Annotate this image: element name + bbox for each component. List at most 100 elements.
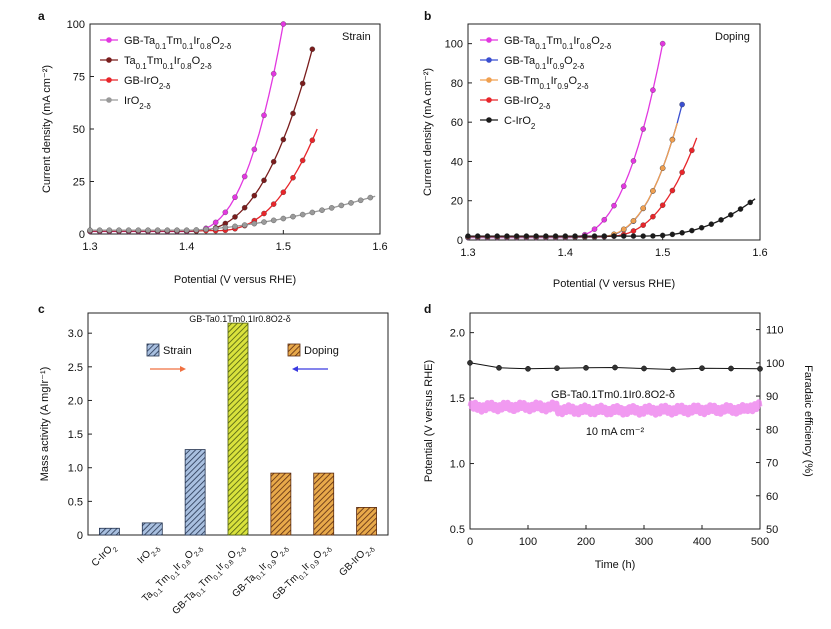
data-point [689,227,695,234]
data-point [620,226,627,233]
data-point [679,169,685,176]
panel-c-y-ticks: 0 0.5 1.0 1.5 2.0 2.5 3.0 [68,328,92,542]
data-point [591,226,598,232]
faradaic-point [757,365,763,372]
data-point [125,227,132,233]
x-category-label: GB-IrO2-δ [337,541,376,580]
y-tick-label: 1.5 [68,429,83,441]
data-point [290,213,296,220]
series-line [468,43,664,239]
data-point [728,212,734,218]
panel-a-series [87,21,376,235]
data-point [611,202,617,209]
data-point [718,217,724,223]
data-point [640,205,646,211]
data-point [630,228,637,234]
data-point [708,221,715,227]
legend-label: GB-Ta0.1Tm0.1Ir0.8O2-δ [124,35,232,51]
y-tick-label: 0.5 [450,524,465,536]
data-point [367,194,374,201]
data-point [251,146,258,153]
x-tick-label: 300 [635,536,653,548]
legend-label: GB-Tm0.1Ir0.9O2-δ [504,75,589,91]
data-point [299,80,306,87]
y-tick-label: 1.0 [450,459,465,471]
x-tick-label: 1.4 [558,247,573,259]
data-point [484,233,491,239]
panel-a-legend: GB-Ta0.1Tm0.1Ir0.8O2-δ Ta0.1Tm0.1Ir0.8O2-… [100,35,232,111]
panel-d-letter: d [424,302,431,316]
data-point [309,46,316,52]
data-point [164,227,171,233]
data-point [650,213,656,220]
series-line [468,198,756,237]
data-point [650,87,656,93]
panel-b-y-ticks: 0 20 40 60 80 100 [445,39,472,247]
x-tick-label: 1.4 [179,241,194,253]
y-tick-label: 2.0 [68,395,83,407]
data-point [659,202,666,208]
faradaic-point [641,365,647,372]
series-line [468,137,698,238]
y-tick-label: 0 [77,530,83,542]
legend-marker [106,97,112,103]
legend-marker [486,77,492,83]
y-tick-label: 1.5 [450,393,465,405]
data-point [747,199,754,206]
faradaic-point [496,364,502,371]
legend-marker [106,37,112,43]
panel-c-x-labels: C-IrO2 IrO2-δTa0.1Tm0.1Ir0.8O2-δGB-Ta0.1T… [90,541,377,617]
y-tick-label: 2.5 [68,362,83,374]
faradaic-point [699,365,705,372]
faradaic-point [612,364,618,371]
data-point [630,218,637,224]
bar [141,522,163,536]
x-tick-label: 1.5 [276,241,291,253]
x-category-label: C-IrO2 [90,541,120,571]
panel-c-top-label: GB-Ta0.1Tm0.1Ir0.8O2-δ [189,314,291,324]
data-point [154,227,161,233]
panel-b-series [465,40,756,241]
panel-d-ylabel-right: Faradaic efficiency (%) [802,365,814,477]
faradaic-point [525,365,531,372]
legend-doping-swatch [287,343,301,357]
y-tick-label: 0 [457,235,463,247]
data-point [338,202,345,209]
data-point [601,216,608,223]
y-tick-label: 75 [73,72,85,84]
data-point [562,233,569,239]
data-point [299,157,306,164]
data-point [261,210,267,217]
data-point [232,223,238,230]
panel-b-corner-label: Doping [715,31,750,43]
panel-d-ylabel: Potential (V versus RHE) [423,360,435,482]
data-point [650,188,656,194]
data-point [261,219,267,225]
data-point [328,205,335,211]
panel-c-ylabel: Mass activity (A mgIr⁻¹) [39,367,51,482]
data-point [174,227,180,233]
data-point [640,233,646,239]
x-tick-label: 100 [519,536,537,548]
data-point [504,233,510,239]
data-point [650,233,656,239]
strain-arrow-head [180,366,186,372]
y-tick-label: 25 [73,177,85,189]
data-point [620,183,627,189]
y-right-tick-label: 110 [766,325,784,337]
data-point [669,136,676,143]
data-point [270,201,277,207]
y-tick-label: 100 [445,39,463,51]
data-point [513,233,520,239]
x-tick-label: 1.6 [372,241,387,253]
data-point [212,219,219,226]
faradaic-point [554,365,560,372]
x-tick-label: 500 [751,536,769,548]
legend-marker [486,57,492,63]
data-point [494,233,500,239]
data-point [241,173,248,180]
data-point [601,233,608,239]
legend-marker [486,117,492,123]
faradaic-point [728,365,734,372]
